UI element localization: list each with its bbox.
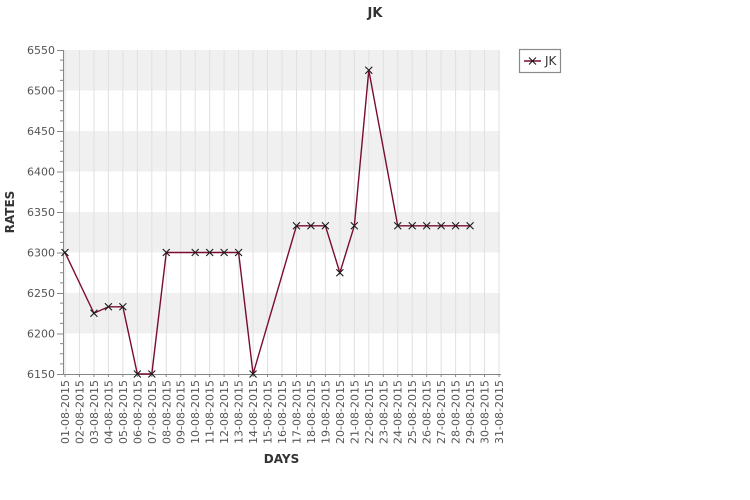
x-tick-label: 14-08-2015 xyxy=(247,380,260,444)
series-line xyxy=(64,70,471,375)
marker-stroke xyxy=(335,268,344,277)
x-tick-label: 27-08-2015 xyxy=(435,380,448,444)
marker-stroke xyxy=(350,221,359,230)
marker-stroke xyxy=(451,221,460,230)
y-tick-label: 6250 xyxy=(27,287,55,300)
data-point-marker xyxy=(90,309,98,318)
marker-stroke xyxy=(249,370,257,378)
y-tick-label: 6550 xyxy=(27,44,55,57)
data-point-marker xyxy=(162,248,171,257)
marker-stroke xyxy=(90,309,98,318)
marker-stroke xyxy=(364,66,373,75)
data-point-marker xyxy=(335,268,344,277)
x-tick-label: 01-08-2015 xyxy=(59,380,72,444)
marker-stroke xyxy=(408,221,417,230)
marker-stroke xyxy=(422,221,431,230)
data-point-marker xyxy=(393,221,402,230)
x-tick-label: 06-08-2015 xyxy=(131,380,144,444)
legend-marker-x xyxy=(528,57,537,65)
y-tick-label: 6450 xyxy=(27,125,55,138)
x-tick-label: 24-08-2015 xyxy=(392,380,405,444)
data-point-marker xyxy=(104,302,113,311)
y-axis-title: RATES xyxy=(3,191,17,234)
data-point-marker xyxy=(61,248,69,257)
x-tick-label: 03-08-2015 xyxy=(88,380,101,444)
data-point-marker xyxy=(466,221,474,230)
marker-stroke xyxy=(220,248,229,257)
marker-stroke xyxy=(393,221,402,230)
x-tick-label: 18-08-2015 xyxy=(305,380,318,444)
x-tick-label: 17-08-2015 xyxy=(290,380,303,444)
marker-stroke xyxy=(162,248,171,257)
x-tick-label: 22-08-2015 xyxy=(363,380,376,444)
data-point-marker xyxy=(147,370,156,378)
y-tick-label: 6300 xyxy=(27,247,55,260)
y-tick-label: 6400 xyxy=(27,166,55,179)
x-tick-label: 02-08-2015 xyxy=(73,380,86,444)
marker-stroke xyxy=(307,221,315,230)
x-tick-label: 05-08-2015 xyxy=(117,380,130,444)
data-point-marker xyxy=(437,221,446,230)
marker-stroke xyxy=(466,221,474,230)
data-point-marker xyxy=(364,66,373,75)
data-point-marker xyxy=(118,302,127,311)
marker-stroke xyxy=(61,248,69,257)
data-point-marker xyxy=(321,221,330,230)
marker-stroke xyxy=(205,248,214,257)
marker-stroke xyxy=(133,370,142,378)
x-tick-label: 25-08-2015 xyxy=(406,380,419,444)
x-tick-label: 04-08-2015 xyxy=(102,380,115,444)
marker-stroke xyxy=(147,370,156,378)
chart-title: JK xyxy=(367,6,384,21)
legend-label: JK xyxy=(544,54,558,68)
x-tick-label: 13-08-2015 xyxy=(233,380,246,444)
legend: JK xyxy=(518,48,562,74)
x-tick-label: 20-08-2015 xyxy=(334,380,347,444)
marker-stroke xyxy=(118,302,127,311)
x-axis-title: DAYS xyxy=(264,452,299,466)
x-tick-label: 10-08-2015 xyxy=(189,380,202,444)
x-tick-label: 16-08-2015 xyxy=(276,380,289,444)
y-tick-label: 6200 xyxy=(27,328,55,341)
marker-stroke xyxy=(191,248,200,257)
x-tick-label: 23-08-2015 xyxy=(377,380,390,444)
data-point-marker xyxy=(408,221,417,230)
data-point-marker xyxy=(133,370,142,378)
x-tick-label: 15-08-2015 xyxy=(262,380,275,444)
data-point-marker xyxy=(234,248,243,257)
x-tick-label: 28-08-2015 xyxy=(450,380,463,444)
x-tick-label: 30-08-2015 xyxy=(479,380,492,444)
data-point-marker xyxy=(191,248,200,257)
data-point-marker xyxy=(422,221,431,230)
marker-stroke xyxy=(292,221,301,230)
x-tick-label: 09-08-2015 xyxy=(175,380,188,444)
data-point-marker xyxy=(451,221,460,230)
data-point-marker xyxy=(350,221,359,230)
marker-stroke xyxy=(234,248,243,257)
x-tick-label: 12-08-2015 xyxy=(218,380,231,444)
x-tick-label: 11-08-2015 xyxy=(204,380,217,444)
data-point-marker xyxy=(249,370,257,378)
x-tick-label: 29-08-2015 xyxy=(464,380,477,444)
x-tick-label: 26-08-2015 xyxy=(421,380,434,444)
x-tick-label: 08-08-2015 xyxy=(160,380,173,444)
x-tick-label: 07-08-2015 xyxy=(146,380,159,444)
x-tick-label: 31-08-2015 xyxy=(493,380,506,444)
y-tick-label: 6500 xyxy=(27,85,55,98)
marker-stroke xyxy=(437,221,446,230)
y-tick-label: 6350 xyxy=(27,206,55,219)
data-point-marker xyxy=(307,221,315,230)
data-point-marker xyxy=(205,248,214,257)
marker-stroke xyxy=(321,221,330,230)
data-point-marker xyxy=(220,248,229,257)
data-point-marker xyxy=(292,221,301,230)
y-tick-label: 6150 xyxy=(27,368,55,381)
x-tick-label: 21-08-2015 xyxy=(348,380,361,444)
marker-stroke xyxy=(104,302,113,311)
x-tick-label: 19-08-2015 xyxy=(319,380,332,444)
